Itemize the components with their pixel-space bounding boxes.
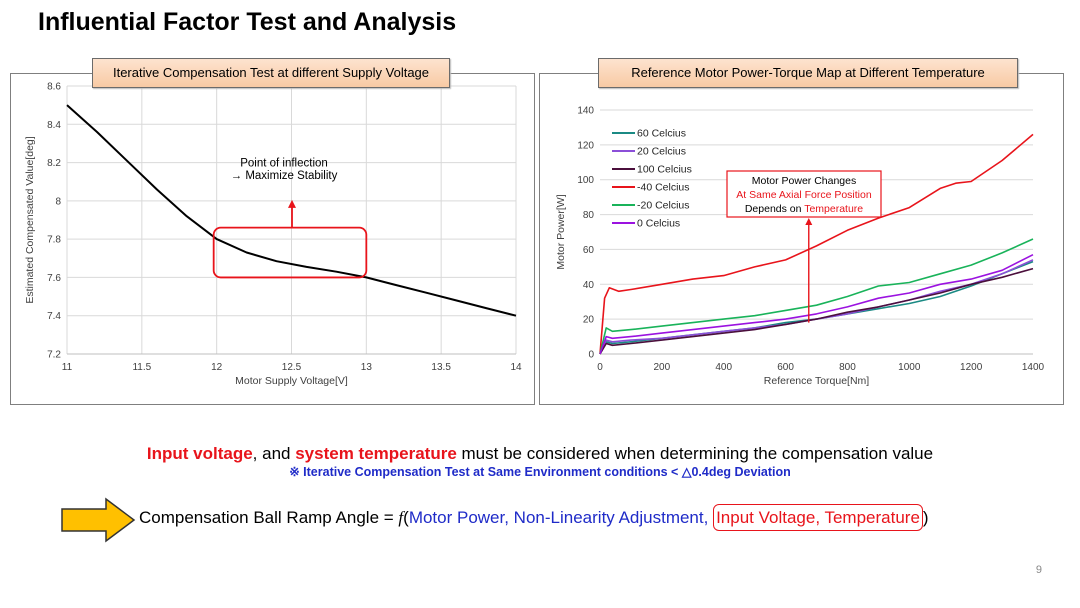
series-line-2 — [599, 267, 1034, 355]
series-line-5 — [599, 253, 1034, 355]
temperature-chart-header: Reference Motor Power-Torque Map at Diff… — [598, 58, 1018, 88]
y-tick-label: 140 — [577, 106, 594, 117]
y-tick-label: 60 — [583, 245, 595, 256]
x-tick-label: 200 — [654, 362, 671, 373]
legend-label: 0 Celcius — [637, 218, 680, 230]
takeaway-text-2: must be considered when determining the … — [456, 444, 934, 463]
y-tick-label: 8 — [55, 196, 61, 207]
y-tick-label: 7.6 — [47, 273, 61, 284]
x-tick-label: 13.5 — [431, 362, 451, 373]
y-tick-label: 80 — [583, 210, 595, 221]
series-line-0 — [599, 260, 1034, 355]
annotation-line-3-highlight: Temperature — [804, 203, 863, 215]
slide-title: Influential Factor Test and Analysis — [38, 8, 457, 36]
annotation-line-3-prefix: Depends on — [745, 203, 804, 215]
formula-prefix: Compensation Ball Ramp Angle = — [139, 508, 399, 527]
x-tick-label: 600 — [777, 362, 794, 373]
y-tick-label: 20 — [583, 315, 595, 326]
inflection-box — [212, 226, 368, 279]
x-tick-label: 12.5 — [282, 362, 302, 373]
voltage-compensation-chart: 7.2 7.4 7.6 7.8 8 8.2 8.4 8.6 11 11.5 12 12.5 13 13.5… — [24, 82, 522, 388]
takeaway-sentence: Input voltage, and system temperature mu… — [0, 444, 1080, 464]
annotation-line-1: Motor Power Changes — [752, 175, 856, 187]
compensation-formula: Compensation Ball Ramp Angle = f(Motor P… — [139, 504, 929, 531]
x-tick-label: 800 — [839, 362, 856, 373]
x-tick-label: 14 — [510, 362, 522, 373]
legend-label: 20 Celcius — [637, 146, 686, 158]
annotation-box — [726, 170, 882, 218]
formula-open-paren: ( — [403, 508, 409, 527]
x-axis-title: Reference Torque[Nm] — [764, 375, 870, 387]
legend-label: -20 Celcius — [637, 200, 690, 212]
voltage-chart-panel: 7.2 7.4 7.6 7.8 8 8.2 8.4 8.6 11 11.5 12 12.5 13 13.5… — [10, 73, 535, 405]
system-temperature-highlight: system temperature — [295, 444, 457, 463]
page-number: 9 — [1035, 564, 1042, 576]
y-tick-label: 7.4 — [47, 311, 61, 322]
series-line-4 — [599, 238, 1034, 355]
y-tick-label: 0 — [588, 350, 594, 361]
y-tick-label: 8.6 — [47, 82, 61, 93]
legend-label: 100 Celcius — [637, 164, 692, 176]
input-voltage-highlight: Input voltage — [146, 444, 253, 463]
deviation-note: ※ Iterative Compensation Test at Same En… — [289, 465, 791, 479]
legend-label: -40 Celcius — [637, 182, 690, 194]
y-tick-label: 120 — [577, 140, 594, 151]
x-tick-label: 1000 — [898, 362, 921, 373]
inflection-label-1: Point of inflection — [240, 157, 328, 169]
y-tick-label: 7.2 — [47, 350, 61, 361]
y-tick-label: 40 — [583, 280, 595, 291]
x-tick-label: 11.5 — [132, 362, 151, 373]
y-tick-label: 8.4 — [47, 120, 61, 131]
formula-red-terms-box: Input Voltage, Temperature — [713, 504, 923, 531]
formula-close-paren: ) — [922, 508, 929, 527]
y-tick-label: 8.2 — [47, 158, 61, 169]
x-tick-label: 1400 — [1022, 362, 1045, 373]
right-arrow-icon — [61, 497, 136, 543]
x-tick-label: 1200 — [960, 362, 983, 373]
legend-label: 60 Celcius — [637, 128, 686, 140]
formula-blue-terms: Motor Power, Non-Linearity Adjustment, — [408, 508, 709, 527]
series-line-3 — [599, 133, 1034, 355]
takeaway-text-1: , and — [252, 444, 296, 463]
formula-red-terms: Input Voltage, Temperature — [716, 508, 920, 527]
annotation-line-3: Depends on Temperature — [745, 203, 863, 215]
x-tick-label: 400 — [715, 362, 732, 373]
x-tick-label: 13 — [361, 362, 373, 373]
y-axis-title: Motor Power[W] — [555, 194, 567, 269]
x-tick-label: 12 — [211, 362, 223, 373]
series-line-0 — [66, 104, 517, 317]
y-tick-label: 100 — [577, 175, 594, 186]
inflection-label-2: → Maximize Stability — [231, 170, 338, 182]
temperature-chart-panel: 0 20 40 60 80 100 120 140 0 200 400 600 800 1000 1200 1… — [539, 73, 1064, 405]
annotation-arrow-head — [805, 218, 813, 225]
voltage-chart-header: Iterative Compensation Test at different… — [92, 58, 450, 88]
annotation-line-2: At Same Axial Force Position — [736, 189, 872, 201]
x-axis-title: Motor Supply Voltage[V] — [235, 375, 348, 387]
y-tick-label: 7.8 — [47, 235, 61, 246]
y-axis-title: Estimated Compensated Value[deg] — [24, 136, 36, 303]
inflection-arrow-head — [288, 199, 297, 208]
formula-function: f — [398, 508, 404, 527]
x-tick-label: 0 — [597, 362, 603, 373]
x-tick-label: 11 — [62, 362, 73, 373]
